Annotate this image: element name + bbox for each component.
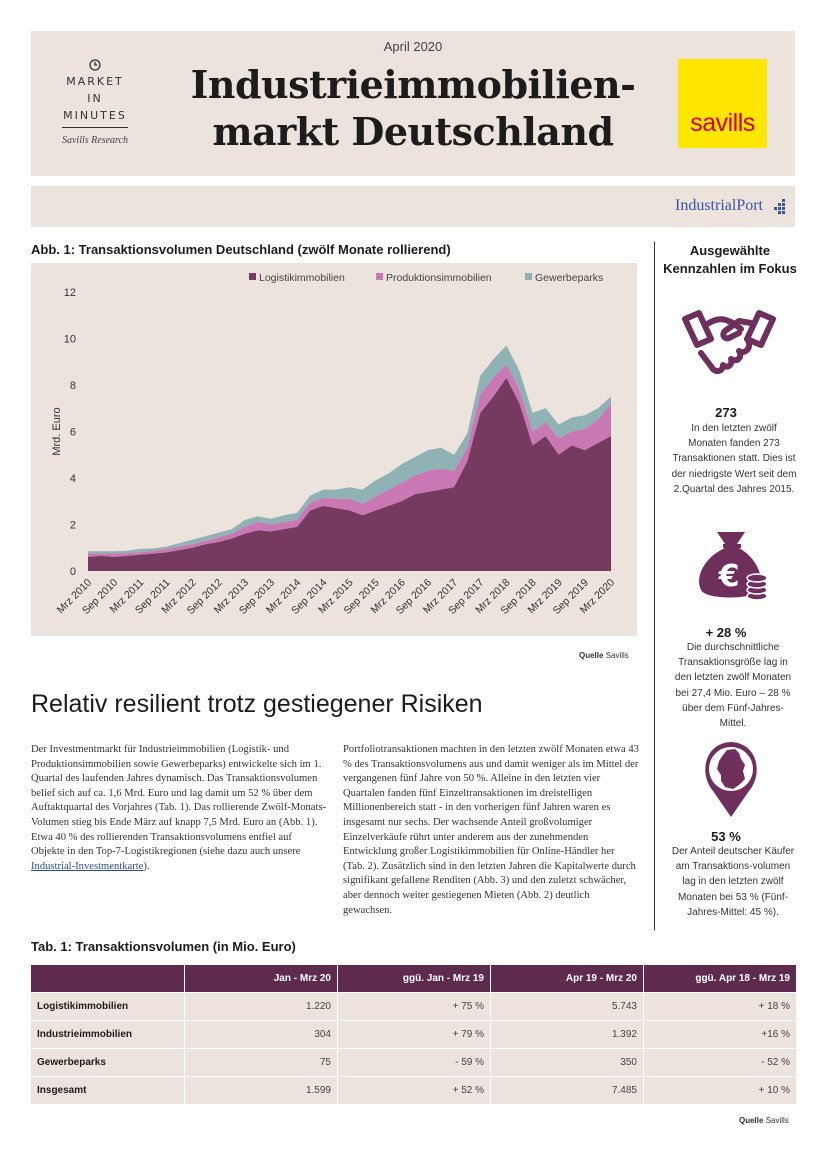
figure-caption: Abb. 1: Transaktionsvolumen Deutschland … [31,242,451,257]
legend-swatch [376,273,383,280]
table-cell: Insgesamt [31,1076,185,1104]
publication-date: April 2020 [383,39,443,54]
table-cell: 1.599 [184,1076,338,1104]
table-cell: 75 [184,1048,338,1077]
header-panel: MARKET IN MINUTES Savills Research April… [31,31,795,176]
table-source: Quelle Savills [739,1116,789,1125]
chart-panel: 0 2 4 6 8 10 12 Mrd. Euro Mrz 2010 Sep 2010 Mrz 20… [31,263,637,636]
table-caption: Tab. 1: Transaktionsvolumen (in Mio. Eur… [31,939,296,954]
figure-source-label: Quelle [579,651,604,660]
body-column-1-end: ). [143,860,150,872]
transaction-volume-table: Jan - Mrz 20 ggü. Jan - Mrz 19 Apr 19 - … [31,965,796,1104]
table-header-row: Jan - Mrz 20 ggü. Jan - Mrz 19 Apr 19 - … [31,965,796,993]
table-cell: 5.743 [490,992,644,1021]
table-cell: +16 % [643,1020,796,1049]
kpi-text-1: In den letzten zwölf Monaten fanden 273 … [671,423,797,495]
figure-source-value: Savills [605,651,629,660]
kpi-value-3: 53 % [711,829,741,844]
table-header-jan-mrz-20: Jan - Mrz 20 [184,965,338,993]
kpi-text-3: Der Anteil deutscher Käufer am Transakti… [671,846,795,918]
table-source-label: Quelle [739,1116,764,1125]
table-source-value: Savills [765,1116,789,1125]
table-cell: + 75 % [337,992,491,1021]
body-column-1: Der Investmentmarkt für Industrieimmobil… [31,743,327,874]
table-cell: + 18 % [643,992,796,1021]
market-in-minutes-badge: MARKET IN MINUTES Savills Research [31,59,159,149]
table-row: Gewerbeparks 75 - 59 % 350 - 52 % [31,1048,796,1077]
section-heading: Relativ resilient trotz gestiegener Risi… [31,690,483,718]
euro-moneybag-icon: € [699,532,768,601]
divider [62,127,128,128]
partner-band: IndustrialPort [31,186,795,227]
table-cell: 7.485 [490,1076,644,1104]
sidebar-heading: Ausgewählte Kennzahlen im Fokus [663,243,797,276]
table-cell: Industrieimmobilien [31,1020,185,1049]
table-cell: Gewerbeparks [31,1048,185,1077]
research-label: Savills Research [61,135,128,146]
y-tick-label: 4 [70,473,76,485]
y-tick-label: 10 [64,334,76,346]
industrialport-dots-icon [774,199,785,215]
area-produktionsimmobilien [88,364,611,558]
title-line-1: Industrieimmobilien- [190,62,636,107]
industrialport-logo-text: IndustrialPort [675,197,763,214]
handshake-icon [682,310,776,375]
y-tick-label: 0 [70,566,76,578]
legend-label: Gewerbeparks [535,272,603,284]
table-cell: 304 [184,1020,338,1049]
table-cell: Logistikimmobilien [31,992,185,1021]
savills-logo-text: savills [690,109,755,137]
body-column-1-text: Der Investmentmarkt für Industrieimmobil… [31,744,327,858]
y-tick-label: 2 [70,520,76,532]
minutes-label: MINUTES [63,109,127,122]
table-header-apr19-mrz20: Apr 19 - Mrz 20 [490,965,644,993]
svg-text:€: € [718,559,740,594]
y-tick-label: 12 [64,287,76,299]
industrialport-logo: IndustrialPort [675,197,787,215]
y-axis-label: Mrd. Euro [51,407,63,455]
table-cell: + 79 % [337,1020,491,1049]
table-cell: 1.392 [490,1020,644,1049]
kpi-text-2: Die durchschnittliche Transaktionsgröße … [674,642,792,730]
in-label: IN [87,92,103,105]
legend-label: Logistikimmobilien [259,272,345,284]
legend-label: Produktionsimmobilien [386,272,492,284]
savills-logo: savills [678,59,767,148]
clock-icon [89,59,101,71]
table-header-vs-jan-mrz-19: ggü. Jan - Mrz 19 [337,965,491,993]
germany-map-pin-icon [705,742,757,817]
y-tick-label: 8 [70,380,76,392]
kpi-value-1: 273 [715,405,737,420]
table-header-blank [31,965,185,993]
y-tick-label: 6 [70,427,76,439]
table-cell: 350 [490,1048,644,1077]
key-figures-sidebar: Ausgewählte Kennzahlen im Fokus 273 In d… [654,242,797,930]
legend-swatch [249,273,256,280]
page-title: Industrieimmobilien- markt Deutschland [181,61,645,155]
investment-map-link[interactable]: Industrial-Investmentkarte [31,860,144,872]
table-cell: + 52 % [337,1076,491,1104]
market-label: MARKET [66,75,124,88]
title-line-2: markt Deutschland [212,109,614,154]
table-cell: - 52 % [643,1048,796,1077]
legend-swatch [525,273,532,280]
table-row: Insgesamt 1.599 + 52 % 7.485 + 10 % [31,1076,796,1104]
kpi-value-2: + 28 % [705,625,747,640]
table-header-vs-apr18-mrz19: ggü. Apr 18 - Mrz 19 [643,965,796,993]
table-row: Industrieimmobilien 304 + 79 % 1.392 +16… [31,1020,796,1049]
table-cell: - 59 % [337,1048,491,1077]
area-logistikimmobilien [88,378,611,571]
body-column-2: Portfoliotransaktionen machten in den le… [343,744,639,916]
figure-source: Quelle Savills [579,651,629,660]
table-cell: 1.220 [184,992,338,1021]
table-row: Logistikimmobilien 1.220 + 75 % 5.743 + … [31,992,796,1021]
table-cell: + 10 % [643,1076,796,1104]
